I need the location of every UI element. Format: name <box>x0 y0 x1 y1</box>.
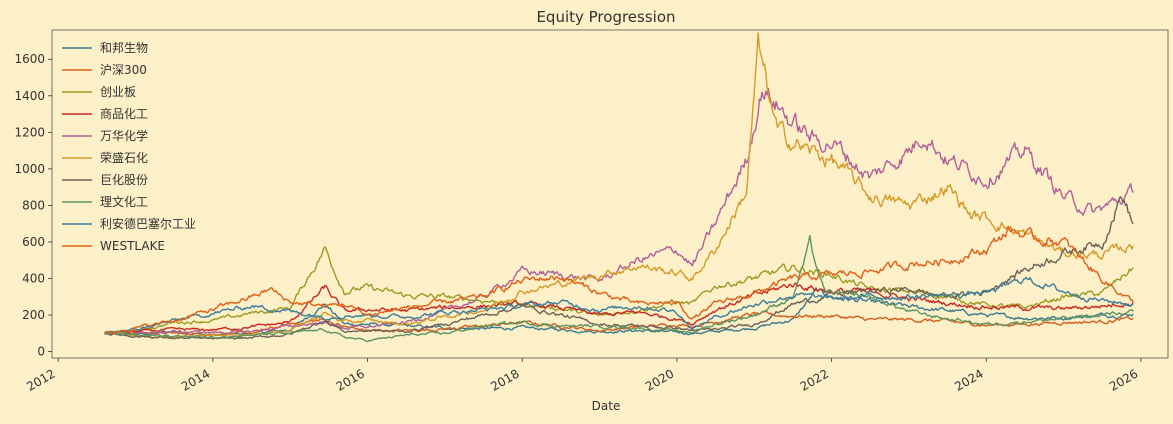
x-tick-label: 2020 <box>643 366 676 393</box>
y-tick-label: 200 <box>22 308 45 322</box>
y-tick-label: 400 <box>22 272 45 286</box>
chart-title: Equity Progression <box>536 8 675 26</box>
y-tick-label: 600 <box>22 235 45 249</box>
legend-label: 沪深300 <box>100 63 147 77</box>
y-axis-ticks: 0 200 400 600 800 1000 1200 1400 1600 <box>14 52 52 359</box>
x-tick-label: 2022 <box>798 366 831 393</box>
legend-label: 荣盛石化 <box>100 150 148 165</box>
series-line-8 <box>104 276 1134 334</box>
legend-label: WESTLAKE <box>100 239 165 253</box>
x-tick-label: 2026 <box>1107 366 1140 393</box>
y-tick-label: 1000 <box>14 162 45 176</box>
legend-label: 利安德巴塞尔工业 <box>100 216 196 231</box>
series-line-7 <box>104 235 1134 343</box>
legend-label: 和邦生物 <box>100 41 148 55</box>
series-line-6 <box>104 196 1134 340</box>
legend-label: 理文化工 <box>100 194 148 209</box>
series-line-4 <box>104 88 1134 336</box>
series-line-9 <box>104 225 1134 334</box>
series-layer <box>104 32 1134 343</box>
x-tick-label: 2016 <box>334 366 367 393</box>
y-tick-label: 1200 <box>14 125 45 139</box>
y-tick-label: 1600 <box>14 52 45 66</box>
legend-label: 创业板 <box>100 85 136 99</box>
x-axis-ticks: 2012 2014 2016 2018 2020 2022 2024 2026 <box>24 358 1142 394</box>
plot-area <box>51 29 1169 359</box>
legend-label: 商品化工 <box>100 106 148 121</box>
series-line-5 <box>104 32 1134 340</box>
y-tick-label: 800 <box>22 198 45 212</box>
series-line-3 <box>104 282 1134 335</box>
x-tick-label: 2012 <box>24 366 57 393</box>
x-tick-label: 2024 <box>952 366 985 393</box>
x-tick-label: 2014 <box>179 366 212 393</box>
x-axis-label: Date <box>592 399 621 413</box>
legend-label: 巨化股份 <box>100 173 148 187</box>
x-tick-label: 2018 <box>488 366 521 393</box>
y-tick-label: 0 <box>37 345 45 359</box>
legend-label: 万华化学 <box>100 128 148 143</box>
y-tick-label: 1400 <box>14 89 45 103</box>
